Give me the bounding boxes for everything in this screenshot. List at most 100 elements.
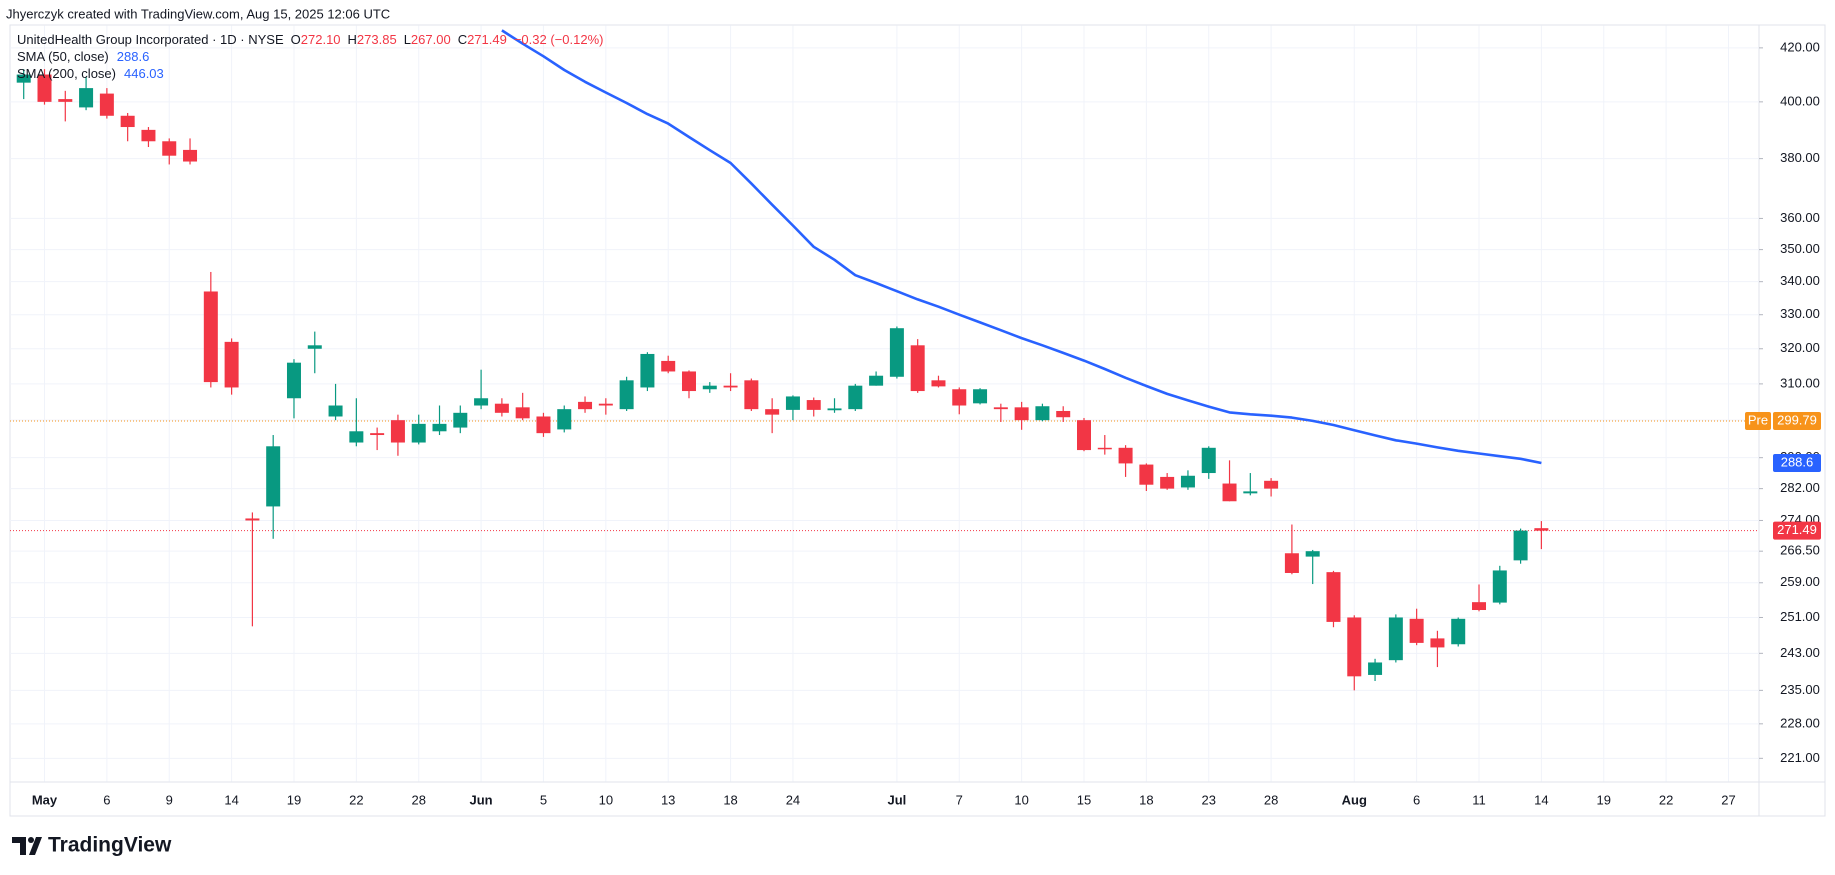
- candle-body: [1118, 447, 1133, 464]
- candle-body: [557, 409, 572, 430]
- x-tick-label: 18: [723, 792, 737, 807]
- legend-value: 288.6: [117, 49, 150, 64]
- candle-body: [681, 371, 696, 392]
- candle-body: [494, 403, 509, 413]
- candle-body: [1139, 464, 1154, 485]
- ohlc-value: 272.10: [301, 32, 341, 47]
- x-tick-label: 24: [786, 792, 800, 807]
- y-tick-label: 282.00: [1780, 480, 1820, 495]
- logo-icon: [12, 837, 26, 855]
- y-tick-label: 251.00: [1780, 609, 1820, 624]
- candle-body: [390, 420, 405, 443]
- y-tick-label: 320.00: [1780, 340, 1820, 355]
- candle-body: [432, 423, 447, 432]
- x-tick-label: 6: [103, 792, 110, 807]
- candle-body: [286, 362, 301, 399]
- candle-body: [702, 385, 717, 390]
- candle-body: [1326, 572, 1341, 622]
- candle-body: [307, 345, 322, 349]
- legend-value: 446.03: [124, 66, 164, 81]
- candle-body: [1347, 617, 1362, 677]
- x-tick-label: 9: [166, 792, 173, 807]
- candle-body: [266, 446, 281, 507]
- y-tick-label: 228.00: [1780, 715, 1820, 730]
- x-tick-label: 10: [599, 792, 613, 807]
- grid: [10, 25, 1759, 782]
- candle-body: [785, 396, 800, 410]
- candle-body: [120, 115, 135, 128]
- x-tick-label: 27: [1721, 792, 1735, 807]
- premarket-tag: [1745, 411, 1771, 430]
- y-tick-label: 259.00: [1780, 574, 1820, 589]
- x-tick-label: Jun: [470, 792, 493, 807]
- candle-body: [1492, 570, 1507, 603]
- candle-body: [203, 291, 218, 383]
- y-tick-label: 350.00: [1780, 241, 1820, 256]
- x-tick-label: 7: [956, 792, 963, 807]
- candle-body: [1056, 410, 1071, 418]
- y-tick-label: 235.00: [1780, 682, 1820, 697]
- x-tick-label: Jul: [887, 792, 906, 807]
- candle-body: [1409, 618, 1424, 643]
- candle-body: [619, 380, 634, 410]
- candle-body: [1160, 476, 1175, 489]
- x-tick-label: 13: [661, 792, 675, 807]
- candle-body: [827, 408, 842, 411]
- x-tick-label: 5: [540, 792, 547, 807]
- y-tick-label: 310.00: [1780, 375, 1820, 390]
- candle-body: [16, 74, 31, 83]
- logo: TradingView: [12, 834, 172, 857]
- candle-body: [224, 341, 239, 388]
- candle-body: [1513, 530, 1528, 561]
- candle-body: [515, 407, 530, 419]
- legend-line: SMA (200, close) 446.03: [17, 66, 164, 81]
- candle-body: [37, 74, 52, 102]
- ohlc-value: 271.49: [467, 32, 507, 47]
- x-tick-label: 18: [1139, 792, 1153, 807]
- ohlc-key: L: [404, 32, 411, 47]
- candle-body: [1180, 475, 1195, 488]
- x-tick-label: 14: [1534, 792, 1548, 807]
- candle-body: [889, 328, 904, 377]
- ohlc-change: −0.32 (−0.12%): [514, 32, 604, 47]
- candle-body: [578, 401, 593, 410]
- candle-body: [1368, 662, 1383, 675]
- candle-body: [474, 398, 489, 406]
- candle-body: [848, 385, 863, 410]
- candle-body: [1014, 407, 1029, 421]
- candle-body: [744, 380, 759, 410]
- candle-body: [1451, 618, 1466, 645]
- candle-body: [349, 431, 364, 443]
- ohlc-key: O: [291, 32, 301, 47]
- candle-body: [598, 403, 613, 406]
- x-tick-label: 28: [1264, 792, 1278, 807]
- candle-body: [1388, 617, 1403, 661]
- candle-body: [806, 400, 821, 410]
- legend-line: UnitedHealth Group Incorporated · 1D · N…: [17, 32, 603, 47]
- y-tick-label: 330.00: [1780, 306, 1820, 321]
- legend-name: SMA (200, close): [17, 66, 116, 81]
- x-tick-label: May: [32, 792, 58, 807]
- ohlc-value: 267.00: [411, 32, 451, 47]
- x-tick-label: 28: [411, 792, 425, 807]
- x-tick-label: Aug: [1342, 792, 1367, 807]
- y-tick-label: 380.00: [1780, 150, 1820, 165]
- y-tick-label: 266.50: [1780, 543, 1820, 558]
- legend-line: SMA (50, close) 288.6: [17, 49, 149, 64]
- candle-body: [141, 129, 156, 142]
- chart-title: UnitedHealth Group Incorporated · 1D · N…: [17, 32, 284, 47]
- y-tick-label: 420.00: [1780, 39, 1820, 54]
- candle-body: [1097, 447, 1112, 450]
- candle-body: [1534, 528, 1549, 531]
- candle-body: [411, 423, 426, 443]
- candle-body: [973, 389, 988, 404]
- x-tick-label: 19: [1597, 792, 1611, 807]
- ohlc-key: C: [458, 32, 467, 47]
- premarket-badge: [1773, 411, 1821, 430]
- candle-body: [1201, 447, 1216, 474]
- candle-body: [328, 405, 343, 417]
- candle-body: [99, 93, 114, 116]
- legend: UnitedHealth Group Incorporated · 1D · N…: [17, 32, 603, 81]
